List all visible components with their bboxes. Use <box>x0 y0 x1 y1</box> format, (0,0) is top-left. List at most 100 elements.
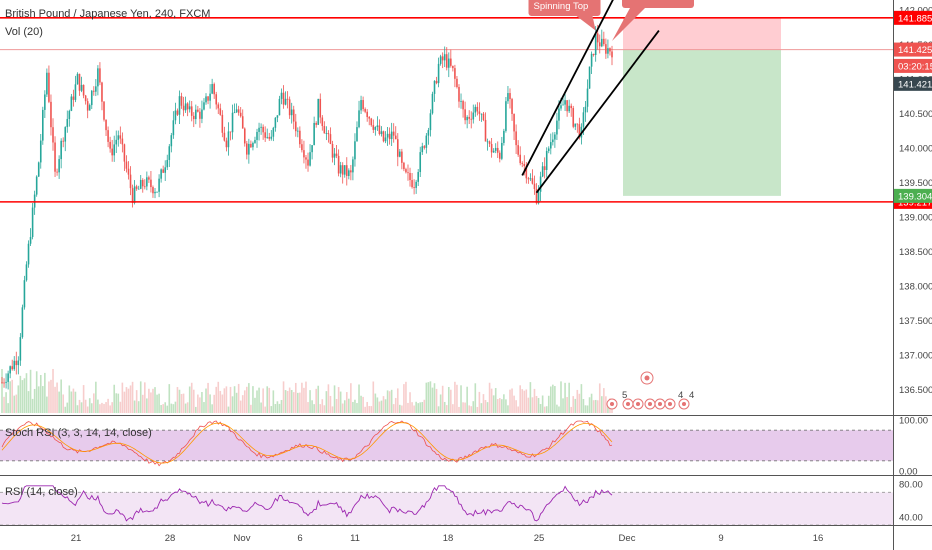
time-axis[interactable]: 21 28 Nov 6 11 18 25 Dec 9 16 <box>71 533 824 544</box>
volume-bar <box>515 400 517 413</box>
candle-body <box>317 98 320 125</box>
candle-body <box>527 178 530 180</box>
volume-bar <box>382 396 385 413</box>
volume-bar <box>341 403 344 413</box>
volume-bar <box>435 388 438 413</box>
candle-body <box>513 113 515 132</box>
volume-bar <box>97 399 99 413</box>
volume-bar <box>282 381 285 413</box>
candle-body <box>498 152 501 159</box>
candle-body <box>552 139 554 143</box>
volume-bar <box>335 398 338 413</box>
volume-bar <box>394 397 397 413</box>
last-price-tag <box>894 76 932 91</box>
volume-bar <box>337 387 340 413</box>
candle-body <box>413 187 415 188</box>
candle-body <box>180 96 183 106</box>
candle-body <box>554 134 556 140</box>
candle-body <box>547 148 550 152</box>
candle-body <box>570 105 572 109</box>
candle-body <box>476 106 479 112</box>
volume-bar <box>339 391 342 413</box>
candle-body <box>350 170 352 173</box>
volume-bar <box>139 381 142 413</box>
candle-body <box>537 191 540 204</box>
candle-body <box>146 177 148 187</box>
candle-body <box>19 337 22 361</box>
volume-bar <box>460 385 462 413</box>
volume-bar <box>254 397 256 413</box>
candle-body <box>341 165 344 175</box>
volume-bar <box>356 403 358 413</box>
target-price-tag-text: 139.304 <box>898 191 932 202</box>
candle-body <box>600 38 603 47</box>
candle-body <box>29 237 32 244</box>
horizontal-levels <box>0 17 893 203</box>
volume-bar <box>235 392 238 413</box>
candle-body <box>370 118 373 126</box>
candle-body <box>384 137 387 142</box>
volume-bar <box>554 386 556 413</box>
volume-bar <box>423 399 426 413</box>
candle-body <box>531 178 534 184</box>
volume-bar <box>162 404 164 413</box>
volume-bar <box>360 395 362 413</box>
volume-bar <box>511 388 513 413</box>
candle-body <box>362 100 364 110</box>
candle-body <box>437 63 440 84</box>
candle-body <box>556 120 558 135</box>
candle-body <box>48 72 50 102</box>
candle-body <box>154 191 156 194</box>
volume-bar <box>576 389 579 413</box>
candle-body <box>496 147 499 153</box>
price-axis[interactable]: 142.000141.500141.000140.500140.000139.5… <box>894 5 932 523</box>
time-tick-label: 21 <box>71 533 82 544</box>
volume-bar <box>305 381 307 413</box>
candle-body <box>549 142 552 149</box>
candle-body <box>286 98 289 100</box>
entry-price-tag <box>894 42 932 57</box>
candle-body <box>23 280 26 308</box>
volume-bar <box>205 388 207 413</box>
candle-body <box>582 112 585 127</box>
candle-body <box>288 99 291 116</box>
volume-bar <box>292 392 295 413</box>
candle-body <box>399 151 401 157</box>
volume-bar <box>119 401 122 413</box>
candle-body <box>333 153 336 158</box>
candle-body <box>380 131 383 135</box>
volume-bar <box>294 382 297 413</box>
volume-bar <box>166 405 169 413</box>
volume-bar <box>456 384 458 413</box>
volume-bar <box>370 406 373 413</box>
candle-body <box>207 96 209 101</box>
candle-body <box>323 126 326 134</box>
stoch-rsi-panel[interactable]: Stoch RSI (3, 3, 14, 14, close) <box>0 420 893 467</box>
candle-body <box>284 98 287 105</box>
candle-body <box>578 124 581 138</box>
volume-bar <box>462 402 464 413</box>
candle-body <box>574 123 577 127</box>
candle-body <box>225 140 228 148</box>
rsi-line <box>0 485 893 526</box>
candle-body <box>439 56 442 64</box>
price-tick-label: 140.500 <box>899 109 932 120</box>
candle-body <box>186 103 189 110</box>
volume-bar <box>590 393 593 413</box>
candle-body <box>562 104 564 106</box>
volume-bar <box>70 391 73 413</box>
trend-channel <box>521 0 660 194</box>
candle-body <box>507 93 509 102</box>
volume-bar <box>248 383 250 413</box>
volume-bar <box>35 371 38 413</box>
rsi-panel[interactable]: RSI (14, close) <box>0 485 893 526</box>
volume-bar <box>517 406 519 413</box>
candle-body <box>525 166 528 179</box>
candle-body <box>80 84 83 91</box>
candle-body <box>60 140 62 160</box>
candle-body <box>443 54 446 61</box>
candle-body <box>74 84 77 100</box>
